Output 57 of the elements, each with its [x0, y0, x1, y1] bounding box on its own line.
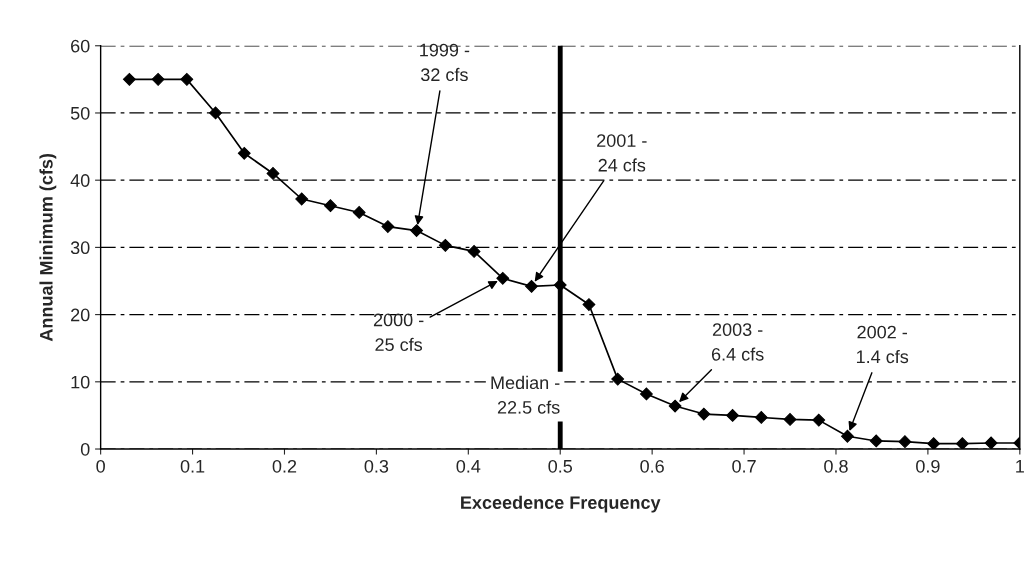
- annotation: 2002 - 1.4 cfs: [856, 325, 909, 364]
- point: [438, 238, 452, 252]
- y-tick-label: 40: [70, 174, 90, 187]
- point: [898, 435, 912, 449]
- point: [639, 387, 653, 401]
- x-tick-label: 0.4: [456, 459, 481, 473]
- point: [754, 411, 768, 424]
- point: [151, 72, 165, 86]
- point: [324, 199, 337, 213]
- point: [352, 206, 366, 219]
- point: [496, 271, 510, 285]
- x-tick-label: 0.7: [732, 459, 756, 473]
- annotation: 1999 - 32 cfs: [420, 43, 470, 82]
- point: [869, 434, 883, 448]
- x-tick-label: 1: [1016, 460, 1024, 473]
- point: [467, 245, 481, 258]
- point: [984, 436, 998, 450]
- point: [237, 146, 251, 160]
- point: [180, 72, 194, 86]
- point: [381, 220, 395, 233]
- point: [295, 192, 309, 206]
- x-tick-label: 0.1: [180, 459, 205, 473]
- point: [209, 106, 222, 120]
- point: [410, 224, 424, 237]
- point: [697, 407, 711, 421]
- x-tick-label: 0.8: [824, 459, 848, 473]
- y-tick-label: 30: [70, 241, 90, 255]
- y-tick-label: 60: [71, 39, 90, 53]
- point: [553, 278, 567, 292]
- y-tick-label: 20: [71, 308, 90, 322]
- point: [841, 429, 854, 443]
- x-tick-label: 0.6: [640, 459, 664, 473]
- point: [927, 437, 941, 450]
- point: [525, 279, 538, 293]
- y-tick-label: 0: [80, 442, 90, 456]
- annotation: 2000 - 25 cfs: [373, 313, 424, 352]
- point: [955, 437, 969, 450]
- x-tick-label: 0: [96, 459, 105, 473]
- x-tick-label: 0.3: [364, 459, 389, 473]
- point: [266, 167, 280, 180]
- point: [122, 72, 136, 86]
- point: [812, 413, 826, 427]
- x-tick-label: 0.5: [548, 459, 573, 473]
- point: [668, 399, 682, 413]
- x-tick-label: 0.9: [916, 459, 940, 473]
- point: [582, 298, 596, 311]
- y-tick-label: 50: [70, 106, 90, 120]
- point: [726, 409, 739, 422]
- y-axis-title: Annual Minimum (cfs): [39, 153, 57, 342]
- point: [611, 372, 625, 386]
- annotation: 2003 - 6.4 cfs: [711, 323, 764, 361]
- x-tick-label: 0.2: [272, 459, 297, 473]
- annotation: 2001 - 24 cfs: [597, 134, 647, 172]
- y-tick-label: 10: [71, 375, 90, 389]
- x-axis-title: Exceedence Frequency: [461, 495, 661, 513]
- ref-line-label: Median - 22.5 cfs: [491, 375, 560, 414]
- point: [783, 413, 797, 426]
